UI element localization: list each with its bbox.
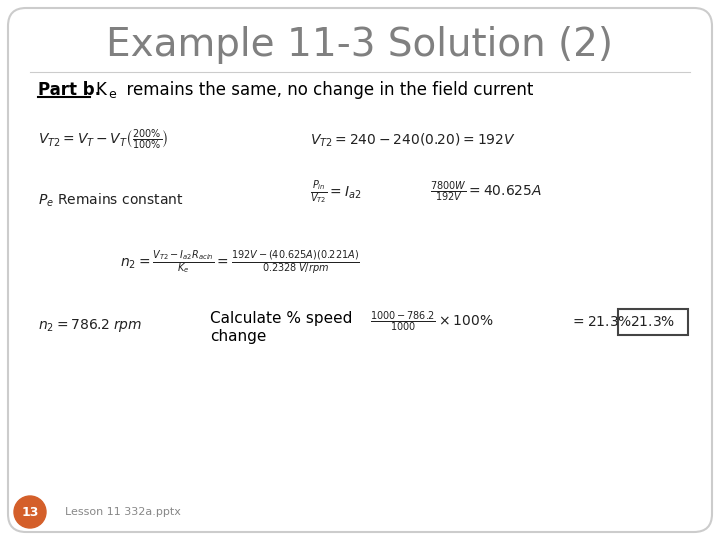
- Text: Lesson 11 332a.pptx: Lesson 11 332a.pptx: [65, 507, 181, 517]
- Text: $\frac{1000 - 786.2}{1000} \times 100\%$: $\frac{1000 - 786.2}{1000} \times 100\%$: [370, 310, 493, 334]
- Text: K: K: [95, 81, 106, 99]
- Text: $n_2 = 786.2\;rpm$: $n_2 = 786.2\;rpm$: [38, 316, 143, 334]
- Text: e: e: [108, 87, 116, 100]
- Text: Example 11-3 Solution (2): Example 11-3 Solution (2): [107, 26, 613, 64]
- Text: $21.3\%$: $21.3\%$: [631, 315, 675, 329]
- Text: $\frac{7800W}{192V} = 40.625A$: $\frac{7800W}{192V} = 40.625A$: [430, 180, 542, 204]
- Text: remains the same, no change in the field current: remains the same, no change in the field…: [116, 81, 534, 99]
- FancyBboxPatch shape: [8, 8, 712, 532]
- Text: $V_{T2}= V_T - V_T\left(\frac{200\%}{100\%}\right)$: $V_{T2}= V_T - V_T\left(\frac{200\%}{100…: [38, 128, 168, 152]
- Text: 13: 13: [22, 505, 39, 518]
- Text: $\frac{P_{in}}{V_{T2}} = I_{a2}$: $\frac{P_{in}}{V_{T2}} = I_{a2}$: [310, 178, 361, 206]
- Text: $V_{T2}= 240 - 240\left(0.20\right) = 192V$: $V_{T2}= 240 - 240\left(0.20\right) = 19…: [310, 131, 516, 148]
- Text: $P_e$ Remains constant: $P_e$ Remains constant: [38, 191, 184, 208]
- Text: $n_2 = \frac{V_{T2} - I_{a2}R_{acin}}{K_e} = \frac{192V-(40.625A)(0.221A)}{0.232: $n_2 = \frac{V_{T2} - I_{a2}R_{acin}}{K_…: [120, 248, 360, 276]
- Text: $= 21.3\%$: $= 21.3\%$: [570, 315, 632, 329]
- Text: Calculate % speed: Calculate % speed: [210, 310, 352, 326]
- Text: Part b.: Part b.: [38, 81, 101, 99]
- Text: change: change: [210, 328, 266, 343]
- Circle shape: [14, 496, 46, 528]
- FancyBboxPatch shape: [618, 309, 688, 335]
